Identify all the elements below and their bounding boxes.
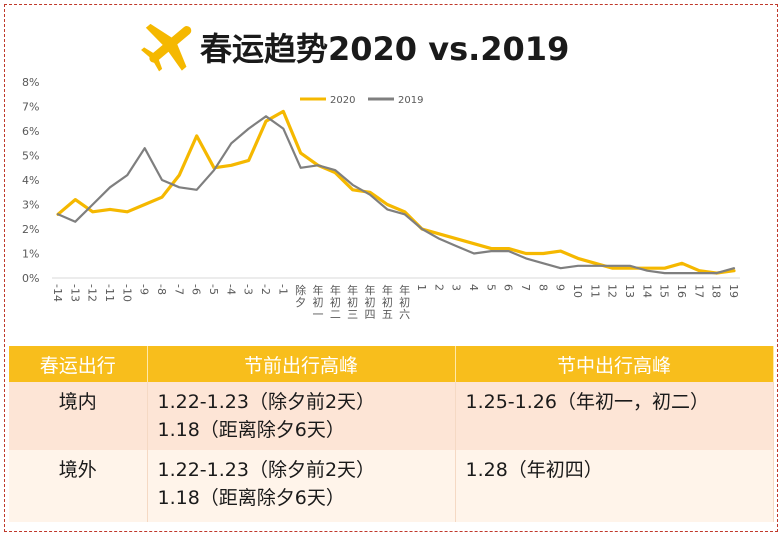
x-tick-label: -4 <box>224 284 237 295</box>
y-tick-label: 2% <box>22 223 39 236</box>
x-tick-label: 5 <box>484 284 497 291</box>
region-cell: 境内 <box>9 382 148 450</box>
pre-peak-cell: 1.22-1.23（除夕前2天） 1.18（距离除夕6天） <box>147 382 456 450</box>
x-tick-label: 3 <box>450 284 463 291</box>
table-header-cell: 节中出行高峰 <box>455 346 774 382</box>
table-row: 境内 1.22-1.23（除夕前2天） 1.18（距离除夕6天） 1.25-1.… <box>9 382 774 450</box>
x-tick-label: 1 <box>415 284 428 291</box>
table-row: 境外 1.22-1.23（除夕前2天） 1.18（距离除夕6天） 1.28（年初… <box>9 450 774 522</box>
cell-line: 1.18（距离除夕6天） <box>157 419 345 441</box>
x-tick-label: 年初一 <box>313 283 324 321</box>
trend-line-chart: 0%1%2%3%4%5%6%7%8%-14 -13 -12 -11 -10 -9 -8 -7-… <box>22 76 740 321</box>
x-tick-label: 年初六 <box>399 283 410 321</box>
x-tick-label: -2 <box>259 284 272 295</box>
x-tick-label: -11 <box>103 284 116 302</box>
x-tick-label: 7 <box>519 284 532 291</box>
cell-line: 1.18（距离除夕6天） <box>157 487 345 509</box>
x-tick-label: -3 <box>242 284 255 295</box>
x-tick-label: -12 <box>86 284 99 302</box>
x-tick-label: 15 <box>658 284 671 298</box>
mid-peak-cell: 1.28（年初四） <box>455 450 774 522</box>
x-tick-label: -14 <box>51 284 64 302</box>
x-tick-label: 12 <box>606 284 619 298</box>
cell-line: 1.28（年初四） <box>465 459 603 481</box>
x-tick-label: 8 <box>536 284 549 291</box>
x-tick-label: 2 <box>432 284 445 291</box>
x-tick-label: 年初四 <box>365 283 376 321</box>
x-tick-label: 4 <box>467 284 480 291</box>
legend-label: 2020 <box>330 95 355 106</box>
y-tick-label: 4% <box>22 174 39 187</box>
series-line-2020 <box>56 109 736 275</box>
mid-peak-cell: 1.25-1.26（年初一，初二） <box>455 382 774 450</box>
cell-line: 1.22-1.23（除夕前2天） <box>157 391 376 413</box>
series-line-2019 <box>56 115 736 275</box>
y-tick-label: 8% <box>22 76 39 89</box>
x-tick-label: -7 <box>172 284 185 295</box>
x-tick-label: 16 <box>675 284 688 298</box>
x-tick-label: 18 <box>710 284 723 298</box>
x-tick-label: 年初五 <box>382 283 393 321</box>
legend-label: 2019 <box>398 95 423 106</box>
y-tick-label: 1% <box>22 248 39 261</box>
y-tick-label: 0% <box>22 272 39 285</box>
peak-travel-table: 春运出行 节前出行高峰 节中出行高峰 境内 1.22-1.23（除夕前2天） 1… <box>9 346 774 522</box>
airplane-icon <box>141 23 192 72</box>
cell-line: 1.22-1.23（除夕前2天） <box>157 459 376 481</box>
x-tick-label: 19 <box>727 284 740 298</box>
x-tick-label: 11 <box>588 284 601 298</box>
x-tick-label: 17 <box>692 284 705 298</box>
x-tick-label: 10 <box>571 284 584 298</box>
x-tick-label: -9 <box>138 284 151 295</box>
x-tick-label: -5 <box>207 284 220 295</box>
y-tick-label: 6% <box>22 125 39 138</box>
x-tick-label: -8 <box>155 284 168 295</box>
table-header-row: 春运出行 节前出行高峰 节中出行高峰 <box>9 346 774 382</box>
cell-line: 1.25-1.26（年初一，初二） <box>465 391 709 413</box>
x-tick-label: -10 <box>120 284 133 302</box>
x-tick-label: 年初二 <box>330 283 341 321</box>
x-tick-label: 14 <box>640 284 653 298</box>
y-tick-label: 5% <box>22 150 39 163</box>
table-header-cell: 节前出行高峰 <box>147 346 456 382</box>
x-tick-label: 除夕 <box>295 283 306 309</box>
pre-peak-cell: 1.22-1.23（除夕前2天） 1.18（距离除夕6天） <box>147 450 456 522</box>
x-tick-label: 13 <box>623 284 636 298</box>
dashed-frame <box>4 4 778 532</box>
title-row: 春运趋势2020 vs.2019 <box>0 14 784 74</box>
x-tick-label: 9 <box>554 284 567 291</box>
x-tick-label: 6 <box>502 284 515 291</box>
region-cell: 境外 <box>9 450 148 522</box>
x-tick-label: 年初三 <box>347 283 358 321</box>
x-tick-label: -13 <box>68 284 81 302</box>
page-title: 春运趋势2020 vs.2019 <box>200 30 570 68</box>
table-header-cell: 春运出行 <box>9 346 148 382</box>
y-tick-label: 3% <box>22 199 39 212</box>
y-tick-label: 7% <box>22 101 39 114</box>
x-tick-label: -6 <box>190 284 203 295</box>
x-tick-label: -1 <box>276 284 289 295</box>
